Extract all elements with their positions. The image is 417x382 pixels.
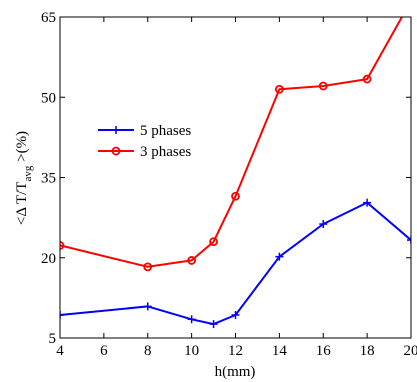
y-axis-label-subscript: avg (22, 165, 34, 181)
data-point-3-phases (187, 256, 197, 265)
data-point-3-phases (318, 81, 328, 91)
y-tick-label: 35 (41, 171, 56, 187)
legend-marker-3-phases (111, 146, 121, 156)
legend-label-3-phases: 3 phases (140, 144, 191, 160)
y-tick-label: 65 (41, 10, 56, 26)
data-point-3-phases (60, 241, 65, 250)
data-point-3-phases (231, 191, 240, 201)
data-point-5-phases (187, 315, 196, 324)
x-tick-label: 20 (404, 343, 417, 359)
x-tick-label: 18 (360, 343, 375, 359)
series-line-3-phases (60, 17, 404, 268)
y-axis: 5 20 35 50 65 (41, 10, 411, 347)
plot-area-frame (59, 16, 412, 339)
x-tick-label: 4 (56, 343, 64, 359)
data-point-3-phases (362, 74, 372, 84)
x-tick-label: 12 (228, 343, 243, 359)
marker-layer (60, 0, 415, 329)
x-axis: 4 6 8 10 12 14 16 18 20 (56, 17, 417, 359)
data-point-5-phases (209, 320, 218, 329)
y-tick-label: 20 (41, 251, 56, 267)
data-point-3-phases (209, 237, 218, 247)
y-axis-label-main: <Δ T/T (14, 182, 30, 226)
data-point-3-phases (408, 0, 415, 4)
data-point-5-phases (143, 302, 152, 311)
y-axis-label-suffix: >(%) (14, 131, 30, 166)
data-point-3-phases (274, 84, 284, 94)
x-tick-label: 16 (316, 343, 332, 359)
data-point-5-phases (319, 220, 328, 229)
x-tick-label: 6 (100, 343, 108, 359)
x-tick-label: 10 (184, 343, 199, 359)
y-tick-label: 5 (49, 331, 57, 347)
legend: 5 phases 3 phases (98, 123, 191, 160)
data-point-5-phases (60, 310, 64, 319)
data-point-5-phases (231, 310, 240, 319)
data-point-5-phases (275, 252, 284, 261)
series-layer (60, 17, 411, 326)
x-tick-label: 14 (272, 343, 288, 359)
x-tick-label: 8 (144, 343, 152, 359)
data-point-5-phases (407, 236, 411, 245)
series-line-5-phases (60, 201, 411, 326)
legend-marker-5-phases (112, 126, 120, 134)
data-point-3-phases (143, 262, 153, 272)
data-point-5-phases (363, 198, 372, 207)
x-axis-label: h(mm) (215, 364, 256, 380)
legend-label-5-phases: 5 phases (140, 123, 191, 139)
y-axis-label: <Δ T/Tavg >(%) (14, 131, 34, 225)
y-tick-label: 50 (41, 90, 56, 106)
